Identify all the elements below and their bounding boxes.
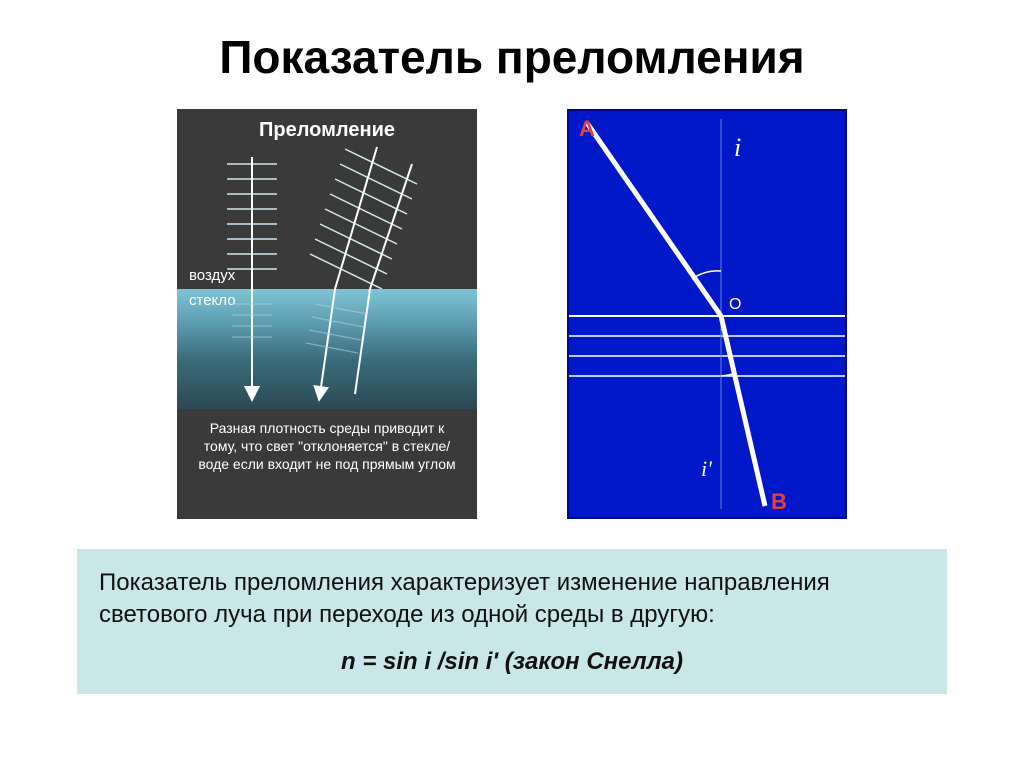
caption-formula: n = sin i /sin i' (закон Снелла)	[99, 648, 925, 676]
diagram2-svg: O A B i i'	[569, 111, 845, 517]
label-a: A	[579, 116, 595, 141]
label-glass: стекло	[189, 292, 236, 309]
label-i-prime: i'	[701, 456, 712, 481]
diagrams-row: Преломление	[0, 109, 1024, 519]
caption-text: Показатель преломления характеризует изм…	[99, 567, 925, 632]
caption-box: Показатель преломления характеризует изм…	[77, 549, 947, 694]
svg-text:O: O	[729, 296, 741, 313]
label-b: B	[771, 489, 787, 514]
label-i: i	[734, 133, 741, 162]
diagram1-caption: Разная плотность среды приводит к тому, …	[177, 419, 477, 474]
label-air: воздух	[189, 267, 235, 284]
snell-angle-diagram: O A B i i'	[567, 109, 847, 519]
page-title: Показатель преломления	[0, 0, 1024, 84]
refraction-wavefront-diagram: Преломление	[177, 109, 477, 519]
